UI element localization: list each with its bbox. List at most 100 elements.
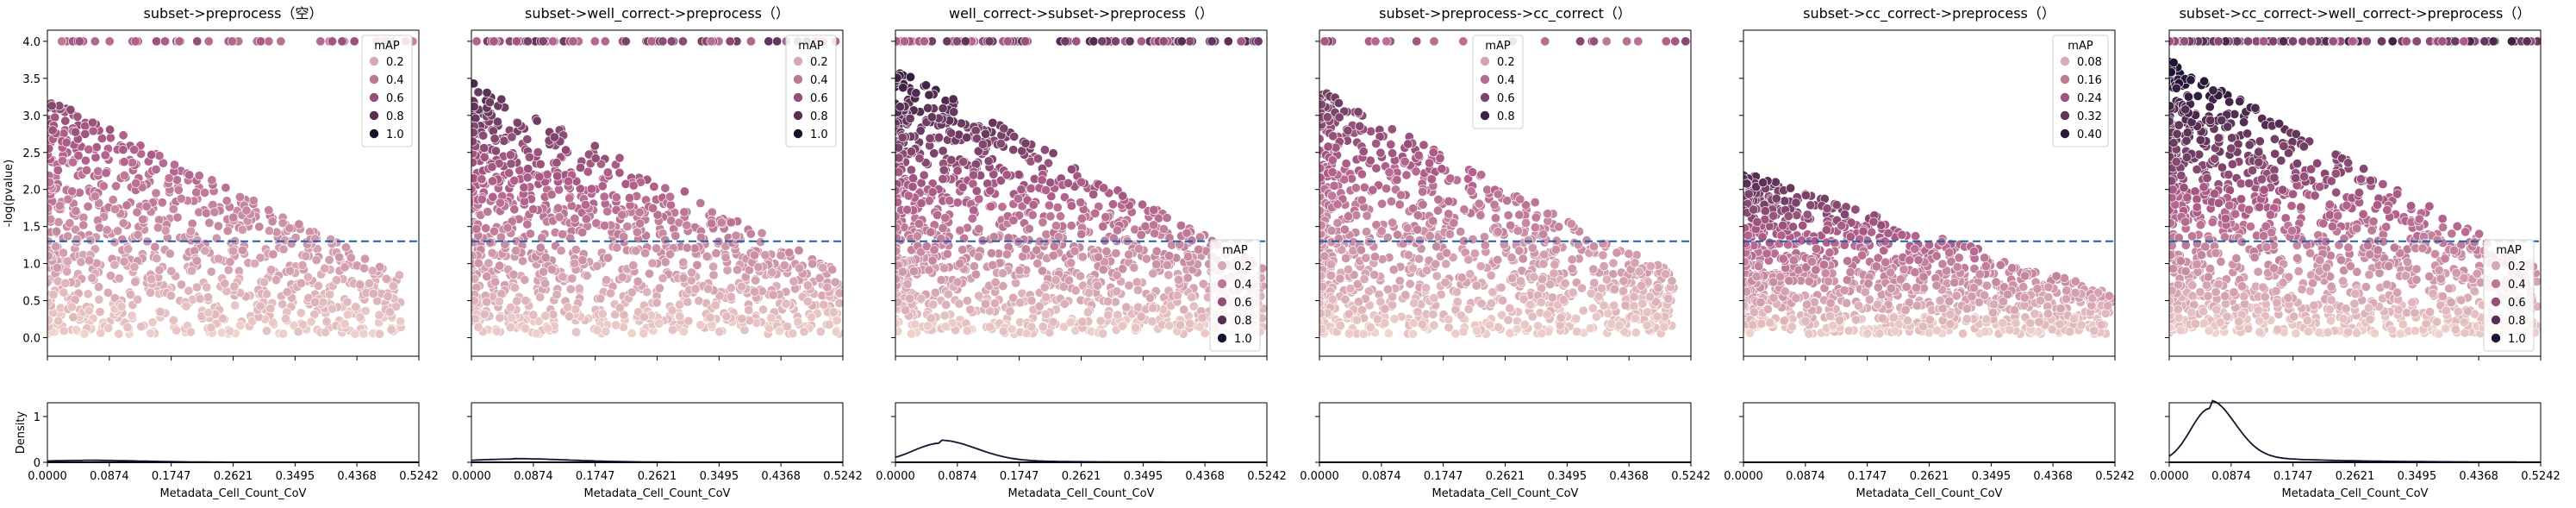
scatter-point <box>1490 213 1500 223</box>
scatter-point <box>926 313 936 323</box>
scatter-point <box>571 327 581 337</box>
scatter-point <box>1319 251 1330 261</box>
scatter-point <box>61 137 72 147</box>
legend-marker <box>369 74 379 85</box>
scatter-point <box>592 260 602 271</box>
scatter-point <box>1194 232 1205 242</box>
scatter-point <box>324 254 334 265</box>
scatter-point <box>984 322 995 332</box>
scatter-point <box>1396 190 1407 200</box>
scatter-point <box>79 329 90 339</box>
scatter-point <box>818 263 828 273</box>
y-tick-label: 4.0 <box>22 36 41 49</box>
scatter-point <box>261 289 271 299</box>
scatter-point <box>1176 320 1186 330</box>
scatter-point <box>340 319 350 329</box>
scatter-point <box>1588 264 1599 274</box>
legend-label: 1.0 <box>386 129 404 141</box>
scatter-point <box>1185 318 1195 329</box>
scatter-point <box>282 287 292 298</box>
scatter-point <box>507 132 517 142</box>
scatter-point <box>1111 36 1121 47</box>
scatter-point <box>98 181 109 191</box>
scatter-point <box>575 162 585 172</box>
scatter-point <box>213 221 223 231</box>
scatter-point <box>1344 329 1354 339</box>
scatter-point <box>1095 316 1106 326</box>
scatter-point <box>552 158 562 168</box>
scatter-point <box>254 222 265 232</box>
scatter-point <box>686 275 696 285</box>
scatter-point <box>956 118 966 129</box>
scatter-point <box>1365 323 1375 333</box>
scatter-point <box>592 325 602 336</box>
scatter-point <box>181 301 191 311</box>
scatter-point <box>1356 245 1366 255</box>
scatter-point <box>640 248 651 258</box>
scatter-point <box>524 152 534 162</box>
legend-label: 1.0 <box>1234 333 1252 346</box>
x-tick-label: 0.2621 <box>214 470 253 483</box>
scatter-point <box>942 36 952 47</box>
scatter-point <box>1002 36 1013 47</box>
scatter-point <box>737 314 747 324</box>
legend-label: 0.4 <box>1497 74 1515 87</box>
scatter-point <box>570 258 580 268</box>
scatter-point <box>957 182 968 192</box>
panel-title: subset->cc_correct->preprocess（） <box>1803 5 2055 22</box>
scatter-point <box>538 36 548 47</box>
panel-title: subset->preprocess（空） <box>144 5 323 22</box>
scatter-point <box>278 329 288 339</box>
scatter-point <box>471 36 482 47</box>
scatter-point <box>1608 258 1619 268</box>
scatter-point <box>207 175 217 185</box>
legend-label: 0.6 <box>810 92 828 105</box>
scatter-point <box>732 265 742 275</box>
scatter-point <box>1407 263 1418 273</box>
scatter-point <box>1394 199 1405 210</box>
scatter-point <box>1560 278 1570 288</box>
scatter-point <box>1207 36 1217 47</box>
scatter-point <box>1581 235 1592 246</box>
scatter-point <box>775 326 785 336</box>
scatter-point <box>1009 131 1020 141</box>
scatter-point <box>1032 258 1043 268</box>
scatter-point <box>1408 318 1419 329</box>
scatter-point <box>940 213 951 223</box>
scatter-point <box>228 212 239 223</box>
scatter-point <box>721 311 732 322</box>
scatter-point <box>520 274 530 285</box>
scatter-point <box>703 284 714 294</box>
x-axis-label: Metadata_Cell_Count_CoV <box>584 487 731 500</box>
scatter-point <box>952 166 963 176</box>
scatter-point <box>1121 302 1132 312</box>
scatter-point <box>1101 246 1112 256</box>
scatter-point <box>62 267 72 277</box>
scatter-point <box>1158 36 1169 47</box>
panel-title: subset->well_correct->preprocess（） <box>525 5 789 22</box>
scatter-point <box>100 150 110 160</box>
scatter-point <box>170 160 180 170</box>
scatter-point <box>1049 241 1059 252</box>
scatter-point <box>355 312 365 323</box>
scatter-point <box>808 259 818 269</box>
scatter-point <box>1435 153 1445 163</box>
scatter-point <box>749 250 759 260</box>
x-tick-label: 0.5242 <box>823 470 863 483</box>
scatter-point <box>1444 209 1454 219</box>
scatter-point <box>1382 232 1393 242</box>
scatter-point <box>94 294 104 304</box>
panel-3: well_correct->subset->preprocess（）mAP0.2… <box>876 5 1287 500</box>
scatter-point <box>577 255 588 266</box>
scatter-point <box>1609 300 1619 310</box>
scatter-point <box>150 241 160 252</box>
scatter-point <box>611 320 621 330</box>
scatter-point <box>325 289 335 299</box>
scatter-point <box>974 194 984 204</box>
scatter-point <box>1591 311 1601 322</box>
scatter-point <box>1958 329 1968 339</box>
scatter-point <box>725 36 735 47</box>
scatter-point <box>522 135 533 145</box>
scatter-point <box>47 143 54 154</box>
